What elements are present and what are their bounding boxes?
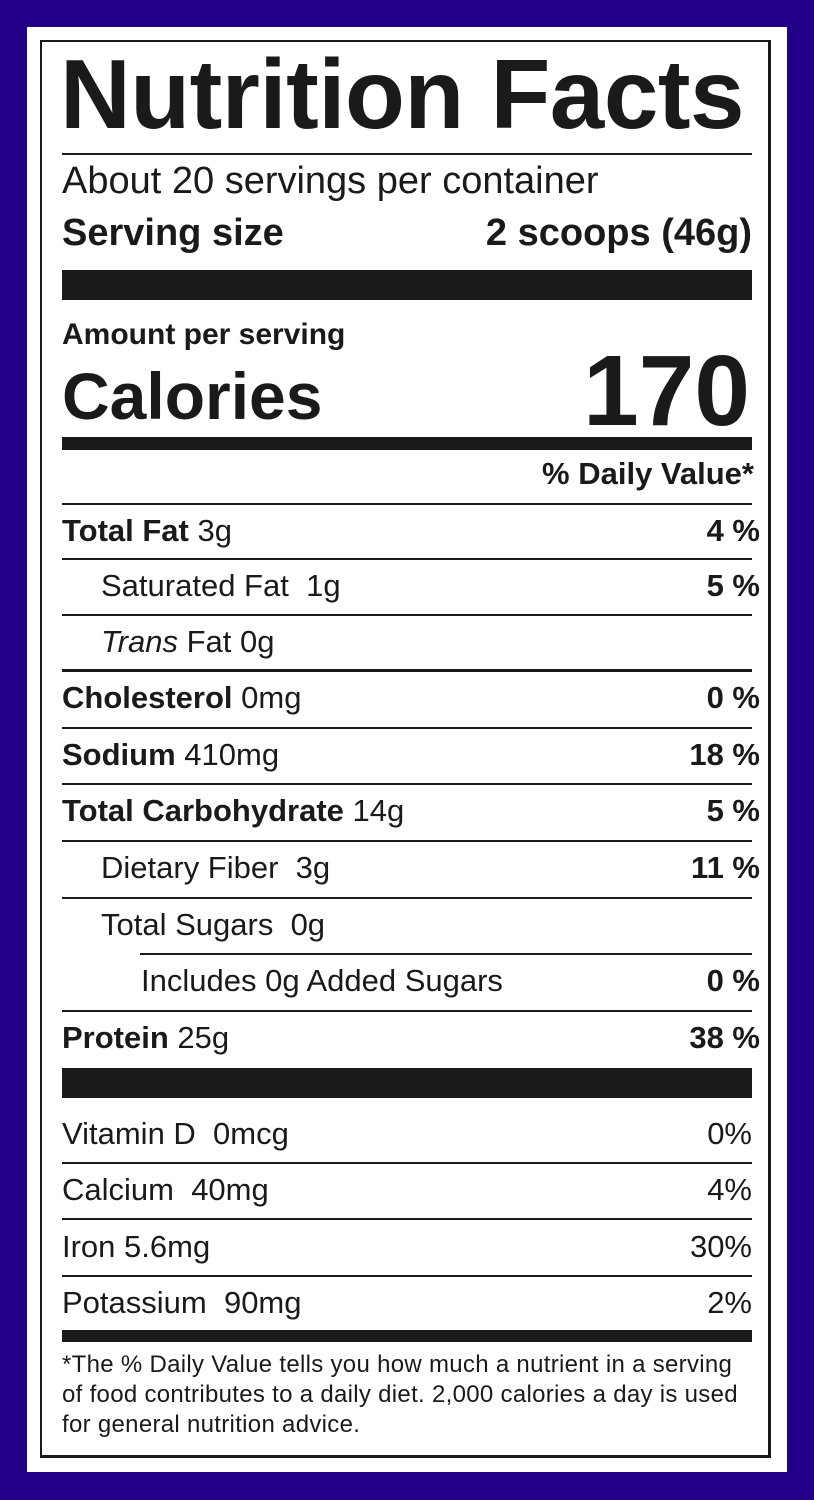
vitamin-label: Vitamin D 0mcg bbox=[62, 1116, 289, 1151]
label-border bbox=[40, 40, 771, 1458]
vitamin-row-vitamin-d: Vitamin D 0mcg 0% bbox=[62, 1106, 752, 1162]
divider bbox=[62, 153, 752, 155]
nutrient-name: Total Sugars bbox=[101, 907, 274, 942]
label-title: Nutrition Facts bbox=[60, 39, 744, 149]
nutrient-row-dietary-fiber: Dietary Fiber 3g 11 % bbox=[62, 840, 760, 896]
nutrient-dv: 18 % bbox=[689, 737, 760, 772]
nutrient-row-sodium: Sodium 410mg 18 % bbox=[62, 727, 760, 783]
vitamin-label: Calcium 40mg bbox=[62, 1172, 269, 1207]
divider bbox=[62, 1010, 752, 1012]
nutrient-name: Total Fat bbox=[62, 513, 189, 548]
nutrient-name: Protein bbox=[62, 1020, 169, 1055]
nutrient-row-saturated-fat: Saturated Fat 1g 5 % bbox=[62, 558, 760, 614]
nutrient-amount: 0g bbox=[290, 907, 326, 942]
servings-per-container: About 20 servings per container bbox=[62, 160, 599, 202]
divider bbox=[62, 503, 752, 505]
medium-bar bbox=[62, 437, 752, 450]
calories-value: 170 bbox=[583, 335, 750, 447]
nutrient-name: Includes 0g Added Sugars bbox=[141, 963, 503, 998]
divider bbox=[62, 840, 752, 842]
nutrient-dv: 5 % bbox=[706, 568, 760, 603]
divider bbox=[62, 897, 752, 899]
thick-bar bbox=[62, 270, 752, 300]
divider bbox=[62, 1275, 752, 1277]
vitamin-dv: 0% bbox=[707, 1116, 752, 1151]
divider bbox=[140, 953, 752, 955]
divider bbox=[62, 669, 752, 672]
vitamin-label: Iron 5.6mg bbox=[62, 1229, 211, 1264]
nutrient-amount: 410mg bbox=[184, 737, 280, 772]
nutrient-row-total-carbohydrate: Total Carbohydrate 14g 5 % bbox=[62, 783, 760, 839]
vitamin-row-potassium: Potassium 90mg 2% bbox=[62, 1275, 752, 1331]
serving-size-label: Serving size bbox=[62, 212, 284, 254]
nutrient-row-protein: Protein 25g 38 % bbox=[62, 1010, 760, 1066]
vitamin-dv: 2% bbox=[707, 1285, 752, 1320]
nutrient-row-total-sugars: Total Sugars 0g bbox=[62, 897, 760, 953]
vitamin-row-calcium: Calcium 40mg 4% bbox=[62, 1162, 752, 1218]
vitamin-dv: 4% bbox=[707, 1172, 752, 1207]
nutrient-amount: 3g bbox=[197, 513, 232, 548]
daily-value-header: % Daily Value* bbox=[542, 456, 754, 491]
amount-per-serving: Amount per serving bbox=[62, 318, 346, 351]
nutrient-name: Sodium bbox=[62, 737, 176, 772]
nutrient-dv: 11 % bbox=[691, 850, 760, 885]
nutrient-dv: 38 % bbox=[689, 1020, 760, 1055]
divider bbox=[62, 1218, 752, 1220]
nutrient-amount: 0mg bbox=[241, 680, 302, 715]
nutrient-dv: 0 % bbox=[706, 963, 760, 998]
nutrient-row-total-fat: Total Fat 3g 4 % bbox=[62, 503, 760, 559]
footnote: *The % Daily Value tells you how much a … bbox=[62, 1351, 738, 1438]
medium-bar bbox=[62, 1330, 752, 1342]
thick-bar bbox=[62, 1068, 752, 1098]
nutrient-amount: 3g bbox=[295, 850, 331, 885]
nutrient-dv: 5 % bbox=[706, 793, 760, 828]
nutrient-amount: 25g bbox=[177, 1020, 230, 1055]
nutrient-row-cholesterol: Cholesterol 0mg 0 % bbox=[62, 670, 760, 726]
vitamin-label: Potassium 90mg bbox=[62, 1285, 302, 1320]
nutrient-amount: 0g bbox=[240, 624, 275, 659]
nutrient-dv: 0 % bbox=[706, 680, 760, 715]
nutrient-amount: 1g bbox=[306, 568, 341, 603]
divider bbox=[62, 558, 752, 560]
divider bbox=[62, 1162, 752, 1164]
vitamin-row-iron: Iron 5.6mg 30% bbox=[62, 1219, 752, 1275]
label-background bbox=[27, 27, 787, 1472]
serving-size-value: 2 scoops (46g) bbox=[485, 212, 752, 254]
nutrient-name: Saturated Fat bbox=[101, 568, 289, 603]
nutrient-name-rest: Fat bbox=[186, 624, 232, 659]
nutrient-amount: 14g bbox=[352, 793, 405, 828]
divider bbox=[62, 727, 752, 729]
divider bbox=[62, 783, 752, 785]
nutrient-dv: 4 % bbox=[706, 513, 760, 548]
calories-label: Calories bbox=[62, 359, 323, 433]
nutrient-name: Dietary Fiber bbox=[101, 850, 279, 885]
nutrient-row-added-sugars: Includes 0g Added Sugars 0 % bbox=[62, 953, 760, 1009]
nutrient-name: Cholesterol bbox=[62, 680, 233, 715]
nutrient-name: Trans bbox=[101, 624, 178, 659]
nutrient-row-trans-fat: Trans Fat 0g bbox=[62, 614, 760, 670]
divider bbox=[62, 614, 752, 616]
vitamin-dv: 30% bbox=[689, 1229, 752, 1264]
nutrient-name: Total Carbohydrate bbox=[62, 793, 344, 828]
